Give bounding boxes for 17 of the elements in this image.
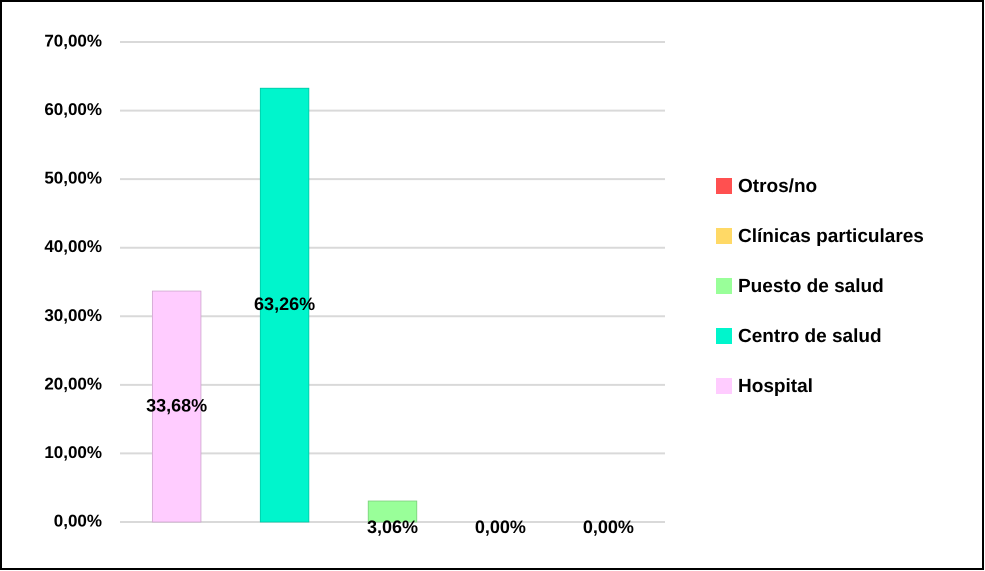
- legend-label: Puesto de salud: [738, 276, 884, 298]
- y-tick-label: 0,00%: [54, 511, 102, 530]
- y-tick-label: 60,00%: [44, 100, 102, 120]
- data-label: 0,00%: [582, 516, 634, 537]
- legend-label: Clínicas particulares: [738, 226, 924, 248]
- data-label: 3,06%: [366, 516, 418, 537]
- y-tick-label: 70,00%: [44, 31, 102, 50]
- legend-label: Otros/no: [738, 176, 818, 198]
- y-tick-label: 40,00%: [44, 237, 102, 256]
- legend-label: Hospital: [738, 376, 813, 398]
- y-tick-label: 50,00%: [44, 168, 102, 188]
- data-label: 0,00%: [474, 516, 526, 537]
- y-tick-label: 20,00%: [44, 374, 102, 394]
- legend-label: Centro de salud: [738, 326, 882, 348]
- y-tick-label: 10,00%: [44, 442, 102, 462]
- data-label: 33,68%: [146, 395, 208, 416]
- y-tick-label: 30,00%: [44, 306, 102, 325]
